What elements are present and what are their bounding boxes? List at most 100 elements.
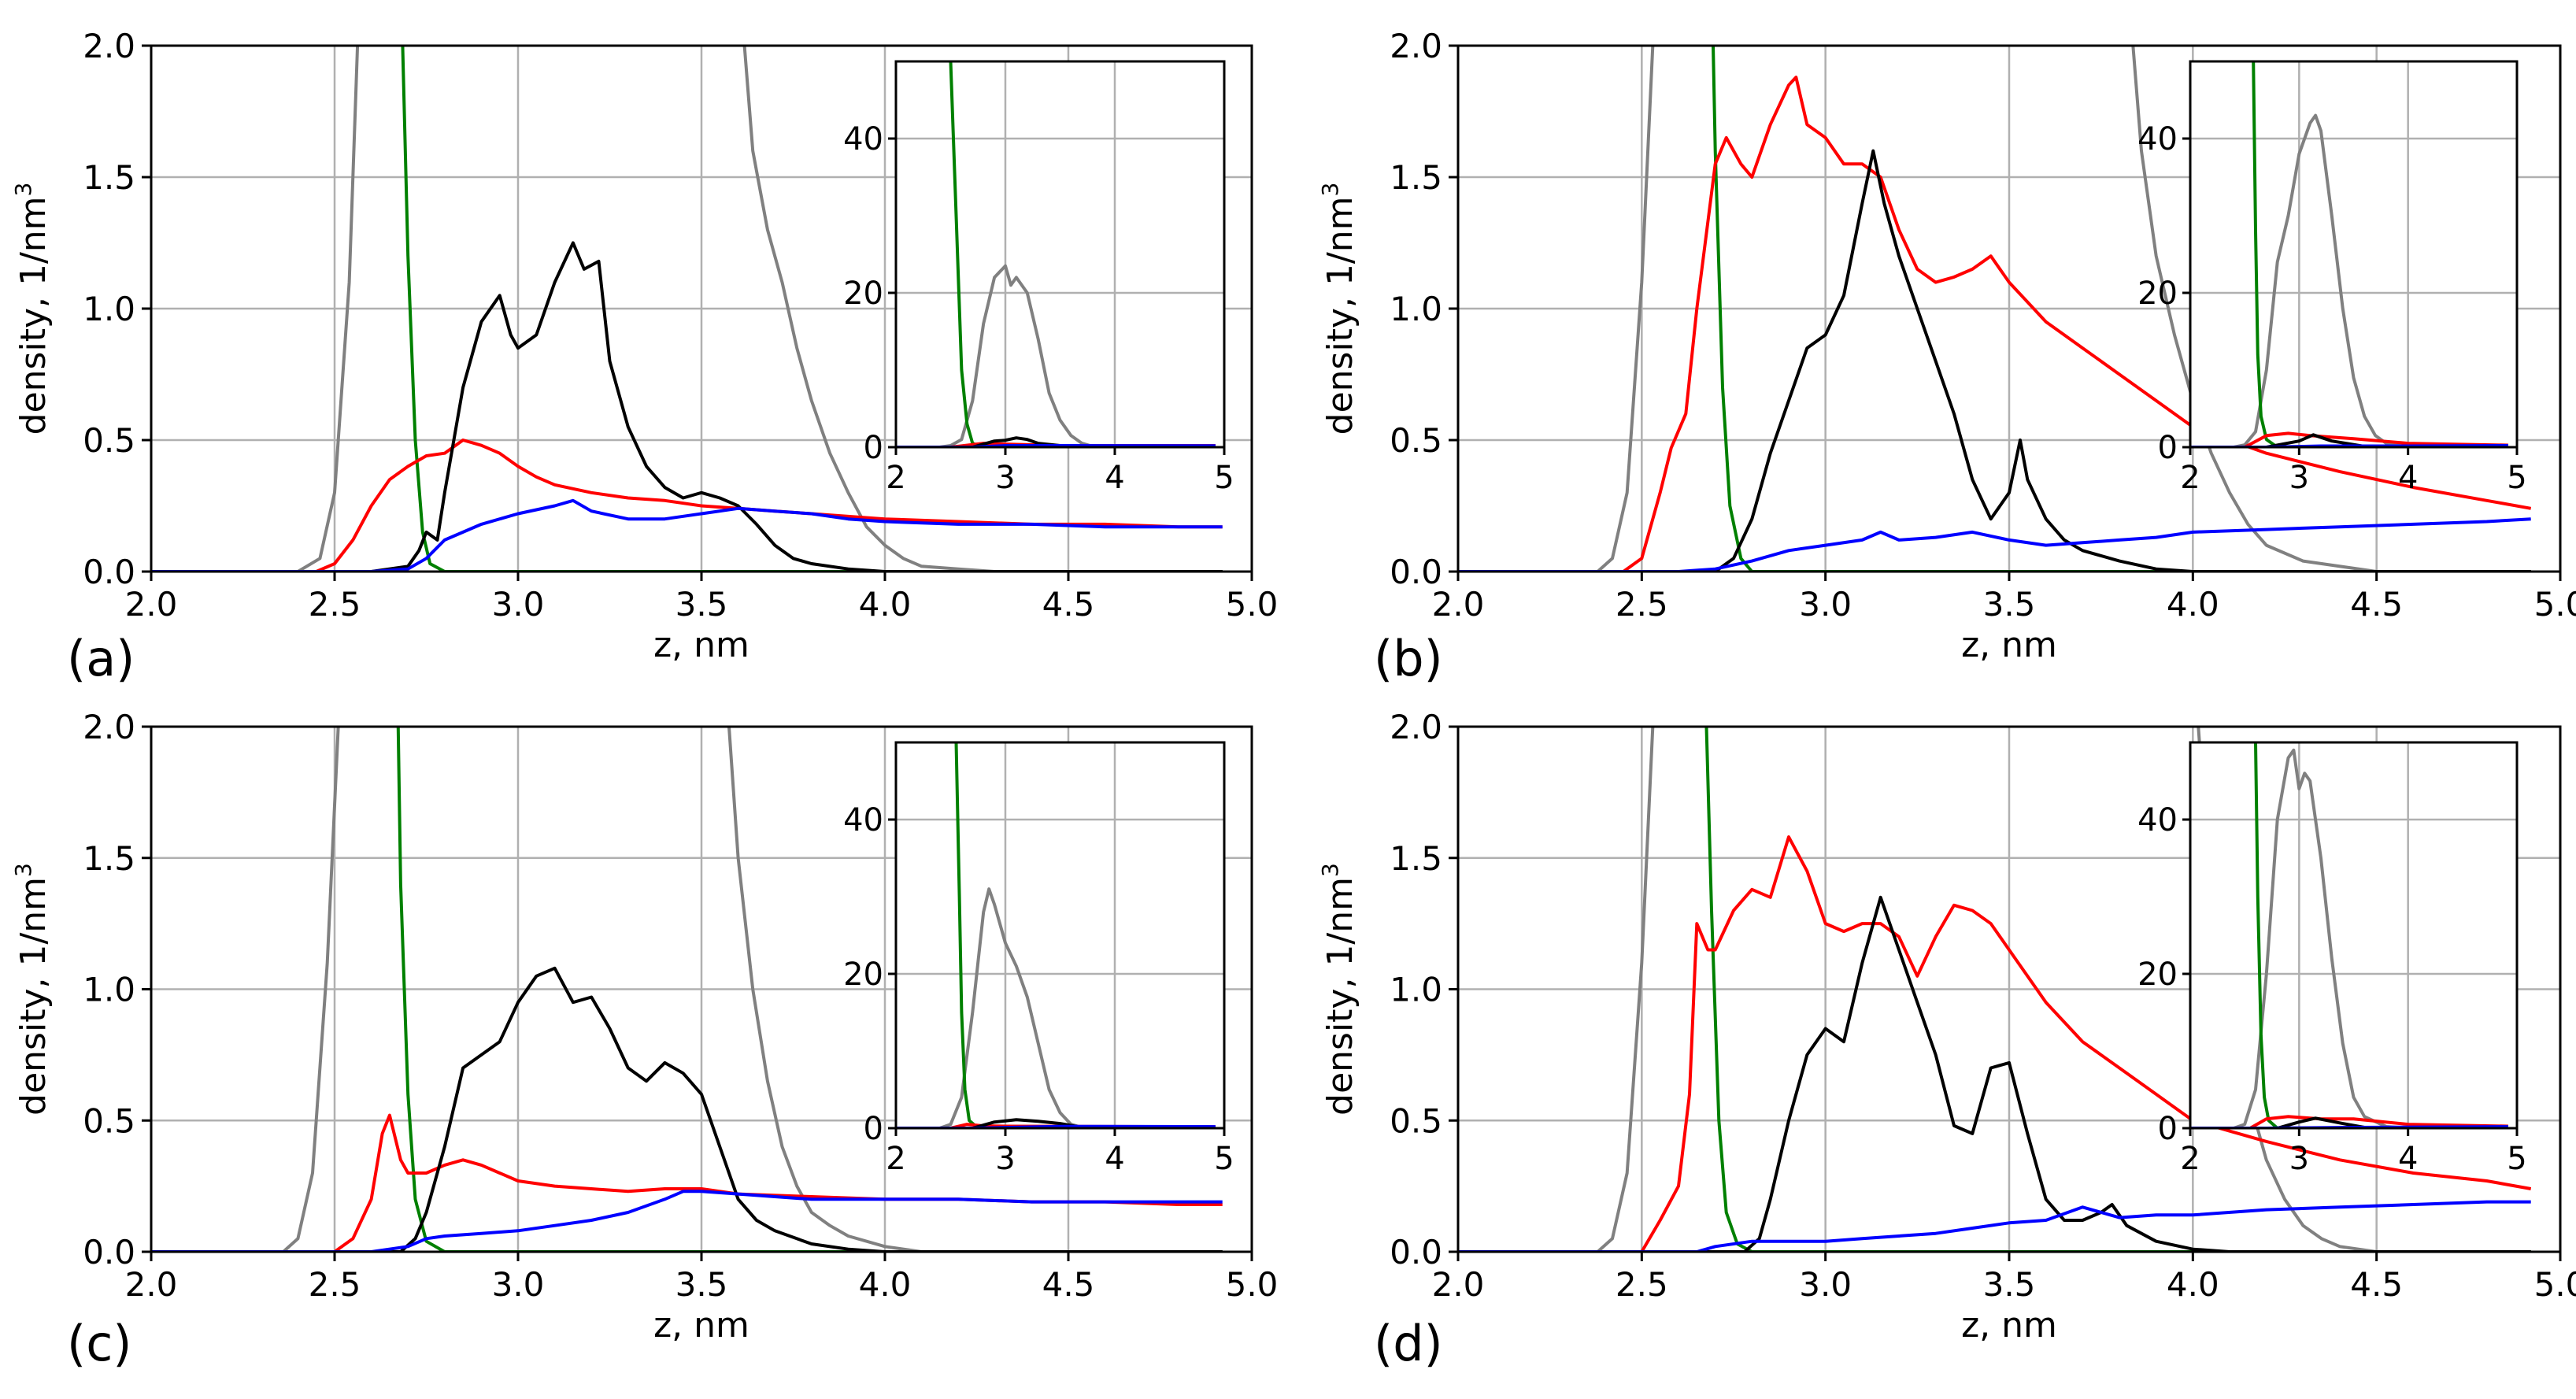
y-tick-label: 0.0 (83, 553, 135, 591)
inset-x-tick-label: 2 (886, 1141, 905, 1177)
x-tick-label: 3.0 (492, 585, 545, 624)
y-axis-label-text: density, 1/nm (13, 877, 54, 1116)
y-tick-label: 2.0 (1390, 27, 1442, 65)
x-tick-label: 4.5 (1042, 585, 1095, 624)
x-tick-label: 3.0 (1799, 1265, 1852, 1304)
series-line-1 (401, 46, 1223, 572)
inset-y-tick-label: 0 (864, 430, 883, 466)
x-tick-label: 3.5 (1983, 1265, 2036, 1304)
inset-background (896, 742, 1224, 1128)
series-line-1 (1704, 727, 2531, 1252)
inset-y-tick-label: 40 (2137, 121, 2178, 157)
inset-y-tick-label: 20 (843, 276, 883, 312)
inset-x-tick-label: 3 (995, 1141, 1015, 1177)
inset-x-tick-label: 4 (2398, 460, 2418, 496)
x-tick-label: 4.0 (859, 1265, 912, 1304)
series-line-1 (396, 727, 1223, 1252)
x-tick-label: 2.5 (1616, 1265, 1668, 1304)
inset-x-tick-label: 2 (886, 460, 905, 496)
inset-x-tick-label: 3 (995, 460, 1015, 496)
inset-frame (2189, 741, 2519, 1130)
x-tick-label: 5.0 (1226, 585, 1279, 624)
x-tick-label: 4.5 (2350, 585, 2403, 624)
y-tick-label: 1.5 (83, 839, 135, 878)
inset-x-tick-label: 2 (2180, 1141, 2200, 1177)
inset-y-tick-label: 0 (864, 1111, 883, 1147)
y-tick-label: 0.5 (83, 421, 135, 460)
inset-x-tick-label: 5 (2507, 1141, 2526, 1177)
inset-y-tick-label: 0 (2158, 430, 2178, 466)
x-axis-label: z, nm (653, 625, 749, 665)
y-tick-label: 0.5 (1390, 1101, 1442, 1140)
y-axis-label-text: density, 1/nm (13, 196, 54, 435)
y-axis-label: density, 1/nm3 (1317, 183, 1360, 435)
series-line-4 (151, 498, 1223, 572)
series-line-1 (1712, 46, 2531, 572)
inset-y-tick-label: 40 (2137, 802, 2178, 838)
x-tick-label: 2.0 (1432, 585, 1485, 624)
panel-a: 2.0 2.5 3.0 3.5 4.0 4.5 5.0 0.0 0.5 1.0 1.5 2.0 z, n… (10, 27, 1279, 687)
y-axis-label: density, 1/nm3 (10, 863, 54, 1116)
y-axis-label: density, 1/nm3 (1317, 863, 1360, 1116)
x-tick-label: 3.0 (492, 1265, 545, 1304)
inset-background (2190, 742, 2517, 1128)
y-axis-label-text: density, 1/nm (1320, 877, 1360, 1116)
inset-x-tick-label: 4 (2398, 1141, 2418, 1177)
x-tick-label: 5.0 (1226, 1265, 1279, 1304)
inset-series-line-1 (2254, 742, 2508, 1128)
inset-x-tick-label: 3 (2289, 1141, 2309, 1177)
inset-x-tick-label: 5 (1214, 460, 1234, 496)
inset-x-tick-label: 4 (1105, 1141, 1124, 1177)
series-line-3 (151, 966, 1223, 1252)
y-tick-label: 0.0 (1390, 1233, 1442, 1271)
series-line-0 (151, 727, 1223, 1252)
y-tick-label: 0.5 (83, 1101, 135, 1140)
x-tick-label: 4.0 (2167, 1265, 2219, 1304)
series-line-3 (151, 241, 1223, 572)
panel-b: 2.0 2.5 3.0 3.5 4.0 4.5 5.0 0.0 0.5 1.0 1.5 2.0 z, n… (1317, 27, 2576, 687)
y-tick-label: 1.5 (83, 158, 135, 197)
inset-y-tick-label: 40 (843, 802, 883, 838)
inset-x-tick-label: 3 (2289, 460, 2309, 496)
y-tick-label: 2.0 (83, 708, 135, 746)
series-line-4 (151, 1190, 1223, 1252)
inset-series-group (896, 742, 1216, 1128)
x-tick-label: 4.0 (859, 585, 912, 624)
inset-frame (894, 741, 1226, 1130)
x-axis-label: z, nm (1961, 625, 2057, 665)
inset-y-tick-label: 40 (843, 121, 883, 157)
inset-background (896, 61, 1224, 447)
inset-y-tick-label: 0 (2158, 1111, 2178, 1147)
x-tick-label: 2.5 (309, 585, 361, 624)
inset-y-tick-label: 20 (2137, 276, 2178, 312)
series-line-0 (151, 46, 1223, 572)
x-tick-label: 4.0 (2167, 585, 2219, 624)
y-tick-label: 1.5 (1390, 839, 1442, 878)
panel-label: (d) (1374, 1315, 1443, 1372)
x-tick-label: 2.5 (309, 1265, 361, 1304)
inset-x-tick-label: 4 (1105, 460, 1124, 496)
y-tick-label: 0.0 (1390, 553, 1442, 591)
y-tick-label: 2.0 (1390, 708, 1442, 746)
inset-background (2190, 61, 2517, 447)
x-tick-label: 2.5 (1616, 585, 1668, 624)
panel-c: 2.0 2.5 3.0 3.5 4.0 4.5 5.0 0.0 0.5 1.0 1.5 2.0 z, n… (10, 708, 1279, 1372)
x-tick-label: 2.0 (125, 585, 178, 624)
series-line-4 (1458, 1200, 2531, 1252)
x-tick-label: 2.0 (1432, 1265, 1485, 1304)
series-line-4 (1458, 517, 2531, 572)
inset-y-tick-label: 20 (2137, 957, 2178, 993)
y-tick-label: 0.0 (83, 1233, 135, 1271)
inset-x-tick-label: 5 (1214, 1141, 1234, 1177)
inset-frame (2189, 60, 2519, 449)
x-tick-label: 3.5 (675, 1265, 728, 1304)
y-axis-label-superscript: 3 (1317, 863, 1343, 877)
y-axis-label-superscript: 3 (10, 863, 36, 877)
series-line-0 (1458, 46, 2531, 572)
inset-series-line-2 (2190, 431, 2508, 447)
y-tick-label: 1.5 (1390, 158, 1442, 197)
series-line-3 (1458, 149, 2531, 572)
x-axis-label: z, nm (653, 1305, 749, 1345)
inset-series-line-1 (949, 61, 1216, 447)
